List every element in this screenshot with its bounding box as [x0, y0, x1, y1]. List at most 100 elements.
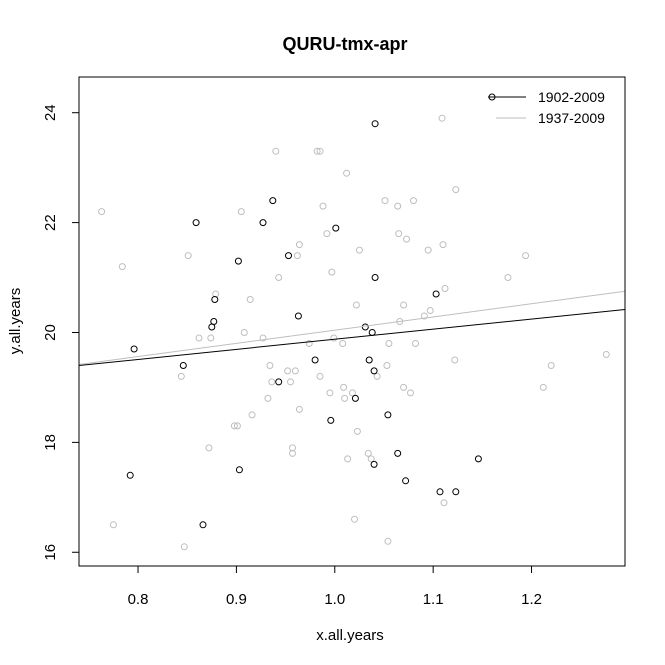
point-1937-2009-46: [352, 301, 360, 309]
point-1902-2009-0: [130, 345, 138, 353]
point-1937-2009-28: [295, 241, 303, 249]
point-1937-2009-27: [293, 252, 301, 260]
point-1937-2009-33: [316, 372, 324, 380]
point-1937-2009-42: [343, 169, 351, 177]
point-1937-2009-48: [355, 246, 363, 254]
point-1937-2009-9: [212, 290, 220, 298]
point-1937-2009-26: [291, 367, 299, 375]
point-1902-2009-8: [234, 257, 242, 265]
point-1902-2009-26: [384, 411, 392, 419]
point-1902-2009-10: [259, 219, 267, 227]
x-tick-label-1.2: 1.2: [521, 591, 542, 608]
point-1937-2009-7: [205, 444, 213, 452]
point-1902-2009-23: [370, 460, 378, 468]
point-1937-2009-36: [326, 389, 334, 397]
legend: 1902-2009 1937-2009: [488, 89, 605, 126]
point-1937-2009-12: [237, 208, 245, 216]
point-1902-2009-12: [275, 378, 283, 386]
x-tick-label-1: 1.0: [324, 591, 345, 608]
point-1937-2009-30: [305, 340, 313, 347]
point-1937-2009-10: [230, 422, 238, 430]
point-1902-2009-16: [327, 416, 335, 424]
x-tick-label-0.8: 0.8: [128, 591, 149, 608]
point-1902-2009-14: [294, 312, 302, 320]
point-1937-2009-76: [522, 252, 530, 260]
point-1937-2009-74: [452, 186, 460, 194]
y-tick-label-16: 16: [42, 544, 59, 561]
point-1937-2009-8: [207, 334, 215, 342]
point-1937-2009-45: [351, 515, 358, 523]
point-1937-2009-65: [412, 340, 419, 347]
point-1902-2009-7: [211, 296, 219, 303]
point-1902-2009-29: [432, 290, 440, 298]
y-axis: 16 18 20 22 24: [42, 104, 80, 561]
y-tick-label-18: 18: [42, 434, 59, 451]
point-1937-2009-79: [602, 351, 610, 358]
point-1937-2009-72: [441, 285, 449, 292]
point-1902-2009-27: [394, 449, 402, 457]
point-1902-2009-20: [365, 356, 373, 364]
point-1937-2009-54: [383, 362, 391, 369]
point-1937-2009-47: [353, 427, 361, 435]
point-1937-2009-60: [400, 301, 408, 309]
point-1937-2009-70: [439, 241, 447, 249]
point-1937-2009-66: [420, 312, 428, 320]
regression-line-1937-2009: [78, 290, 626, 365]
point-1902-2009-1: [126, 471, 134, 479]
point-1937-2009-64: [410, 197, 417, 205]
point-1937-2009-44: [349, 389, 356, 397]
point-1902-2009-30: [436, 488, 444, 496]
point-1937-2009-78: [547, 362, 555, 369]
point-1937-2009-37: [328, 268, 336, 276]
point-1937-2009-6: [195, 334, 203, 342]
point-1902-2009-4: [199, 521, 207, 529]
point-1937-2009-58: [395, 230, 403, 238]
point-1902-2009-2: [179, 362, 187, 369]
plot-frame: [78, 76, 626, 567]
point-1937-2009-14: [246, 296, 254, 303]
point-1937-2009-19: [268, 378, 276, 386]
point-1902-2009-9: [235, 466, 243, 474]
x-axis: 0.8 0.9 1.0 1.1 1.2: [128, 565, 542, 608]
point-1937-2009-75: [504, 274, 512, 281]
point-1937-2009-17: [264, 394, 272, 402]
point-1937-2009-23: [287, 378, 294, 386]
point-1937-2009-35: [323, 230, 331, 238]
point-1902-2009-11: [269, 197, 277, 205]
point-1937-2009-13: [240, 329, 248, 336]
chart-title: QURU-tmx-apr: [282, 34, 407, 54]
y-tick-label-22: 22: [42, 214, 59, 231]
point-1937-2009-16: [259, 334, 267, 342]
point-1937-2009-21: [275, 274, 283, 281]
point-1937-2009-73: [451, 356, 459, 364]
point-1937-2009-34: [319, 202, 327, 210]
point-1902-2009-32: [474, 455, 482, 463]
point-1937-2009-5: [184, 252, 192, 260]
point-1902-2009-13: [285, 252, 292, 260]
point-1902-2009-3: [192, 219, 200, 227]
point-1902-2009-19: [361, 323, 369, 331]
point-1937-2009-0: [98, 208, 106, 216]
point-1937-2009-11: [233, 422, 241, 430]
point-1937-2009-41: [341, 394, 349, 402]
point-1937-2009-62: [403, 235, 411, 243]
point-1937-2009-49: [364, 449, 372, 457]
point-1937-2009-15: [248, 411, 256, 419]
x-tick-label-1.1: 1.1: [423, 591, 444, 608]
point-1937-2009-43: [344, 455, 352, 463]
point-1902-2009-17: [332, 224, 340, 232]
point-1902-2009-18: [351, 394, 359, 402]
point-1937-2009-56: [385, 340, 393, 347]
point-1902-2009-25: [371, 274, 379, 281]
point-1937-2009-63: [407, 389, 414, 397]
legend-label-1937-2009: 1937-2009: [538, 110, 605, 126]
point-1937-2009-39: [339, 340, 347, 347]
point-1937-2009-53: [381, 197, 389, 205]
point-1937-2009-4: [180, 543, 188, 551]
x-tick-label-0.9: 0.9: [226, 591, 247, 608]
regression-line-1902-2009: [78, 309, 626, 366]
point-1937-2009-29: [295, 405, 303, 413]
point-1937-2009-67: [424, 246, 432, 254]
point-1937-2009-77: [539, 383, 547, 391]
